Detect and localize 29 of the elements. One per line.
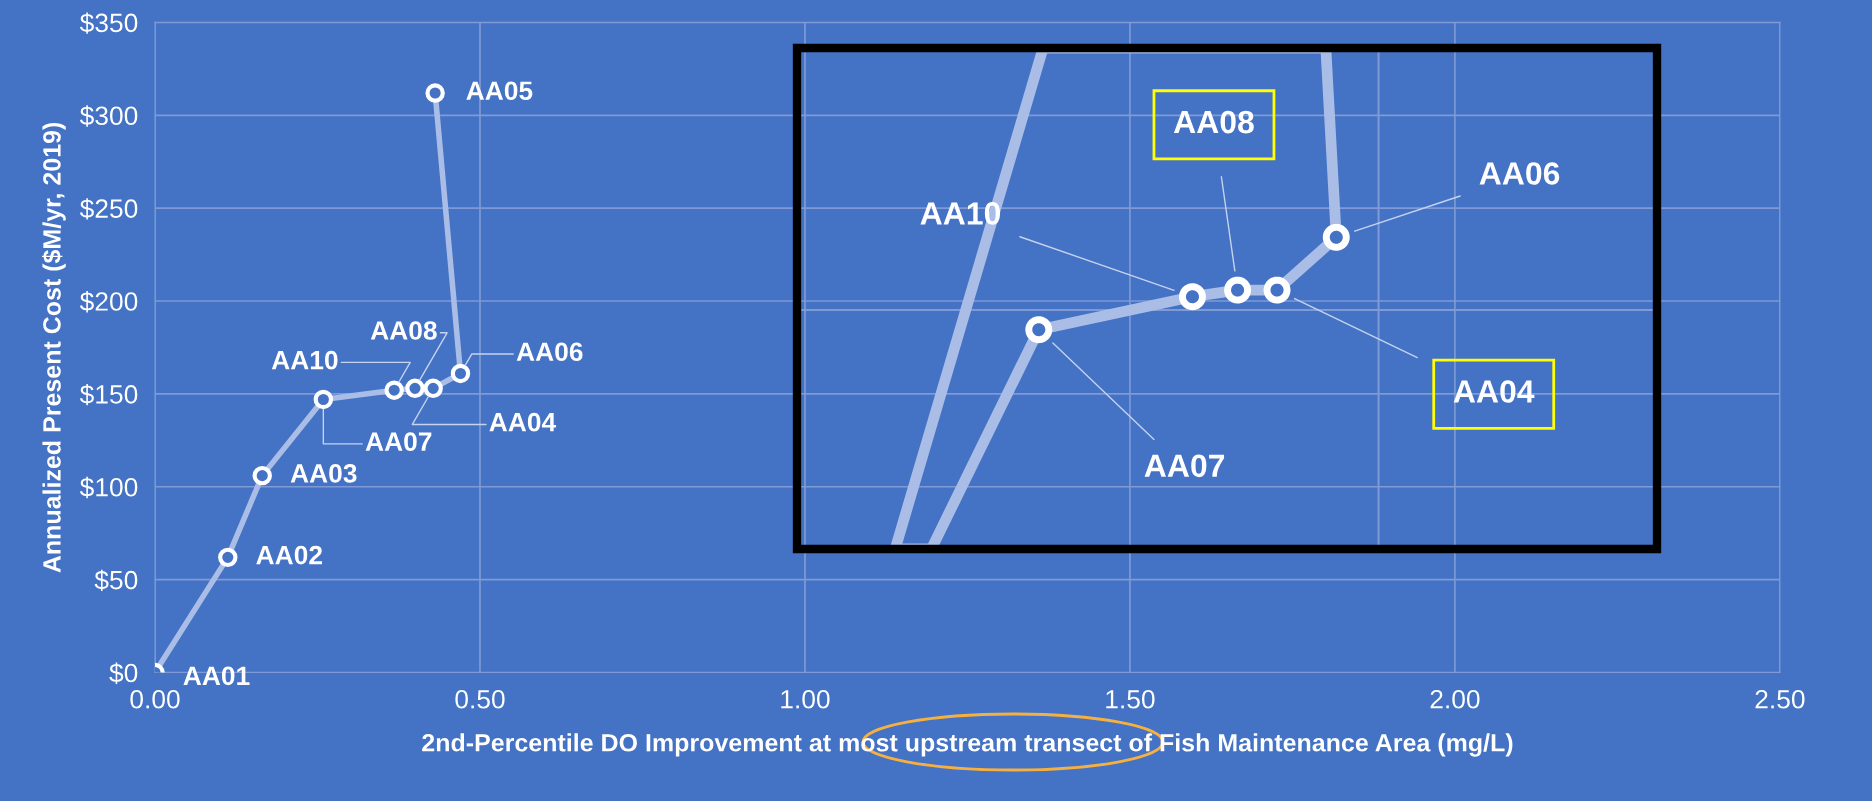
y-tick-label: $150 (79, 383, 138, 406)
y-tick-label: $200 (79, 291, 138, 313)
annotation: AA07 (1144, 454, 1225, 478)
annotation: AA08 (370, 321, 437, 340)
x-tick-label: 1.00 (781, 689, 830, 709)
y-tick-label: $100 (79, 476, 138, 499)
annotation: AA06 (1479, 162, 1560, 185)
y-tick-label: $300 (79, 105, 138, 127)
y-tick-label: $350 (79, 12, 138, 34)
y-tick-label: $50 (94, 569, 138, 592)
y-tick-label: $0 (109, 662, 138, 684)
annotation: AA07 (365, 432, 432, 452)
annotation: AA05 (466, 81, 533, 101)
x-tick-label: 0.50 (455, 689, 505, 709)
annotation: AA08 (1173, 110, 1254, 134)
annotation: AA03 (290, 464, 357, 483)
annotation: AA04 (1453, 380, 1535, 403)
annotation: AA10 (920, 202, 1001, 225)
annotation: AA04 (489, 412, 557, 432)
y-tick-label: $250 (79, 198, 138, 220)
annotation: AA06 (516, 342, 583, 362)
annotation: AA01 (183, 666, 250, 686)
x-tick-label: 0.00 (130, 689, 180, 709)
x-tick-label: 1.50 (1106, 689, 1155, 709)
annotation: AA10 (271, 350, 338, 370)
x-tick-label: 2.50 (1755, 689, 1805, 709)
annotation: AA02 (256, 545, 322, 565)
x-tick-label: 2.00 (1430, 689, 1480, 709)
y-axis-title: Annualized Present Cost ($M/yr, 2019) (42, 122, 66, 573)
